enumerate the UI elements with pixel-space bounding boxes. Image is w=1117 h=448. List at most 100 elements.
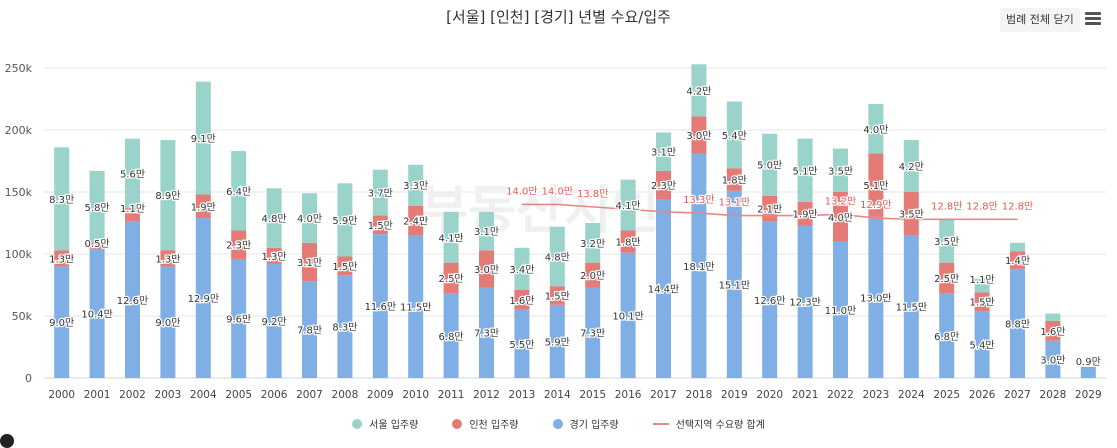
bar-incheon [125,208,140,222]
bar-seoul [89,170,105,243]
x-tick-label: 2026 [969,389,996,401]
bar-incheon [691,116,707,154]
bar-gyeonggi [762,221,778,378]
bar-label-gyeonggi: 0.9만 [1076,356,1101,368]
bar-incheon [620,230,636,253]
bar-label-seoul: 3.1만 [651,147,676,159]
bar-label-gyeonggi: 6.8만 [934,331,959,343]
y-tick-label: 200k [5,124,33,137]
bar-label-seoul: 8.3만 [49,194,74,206]
bar-seoul [408,164,424,206]
bar-label-seoul: 5.8만 [85,202,110,214]
bar-label-gyeonggi: 8.8만 [1005,318,1030,330]
x-tick-label: 2010 [402,389,429,401]
bar-incheon [337,256,353,276]
bar-label-incheon: 1.6만 [1040,326,1065,338]
demand-label: 13.1만 [719,197,750,209]
x-tick-label: 2014 [544,389,571,401]
bar-incheon [302,242,317,282]
bar-label-gyeonggi: 11.5만 [400,302,431,314]
bar-seoul [868,103,884,154]
bar-label-incheon: 3.5만 [899,209,924,221]
bar-label-seoul: 3.5만 [828,165,853,177]
bar-seoul [691,64,707,117]
bar-gyeonggi [408,235,424,378]
bars [54,64,1096,378]
bar-label-incheon: 4.0만 [828,212,853,224]
bar-label-seoul: 3.4만 [509,264,534,276]
bar-seoul [656,132,671,171]
x-tick-label: 2007 [296,389,323,401]
bar-label-incheon: 1.8만 [616,237,641,249]
demand-label: 12.8만 [966,200,997,212]
bar-gyeonggi [443,293,459,378]
bar-gyeonggi [620,252,636,378]
y-tick-label: 0 [25,372,32,385]
bar-label-incheon: 3.1만 [297,257,322,269]
bar-label-incheon: 1.5만 [332,261,357,273]
bar-incheon [797,201,813,226]
hamburger-menu-icon[interactable] [1085,12,1101,26]
bar-label-gyeonggi: 14.4만 [648,284,679,296]
bar-incheon [372,215,388,235]
bar-seoul [762,133,778,196]
bar-gyeonggi [585,287,601,378]
bar-incheon [443,262,459,294]
x-tick-label: 2008 [332,389,359,401]
x-tick-label: 2022 [827,389,854,401]
legend-item-seoul[interactable]: 서울 입주량 [352,416,418,431]
legend-item-gyeonggi[interactable]: 경기 입주량 [552,416,619,431]
bar-label-incheon: 2.4만 [403,216,428,228]
line-marker-icon [652,422,669,425]
bar-label-gyeonggi: 9.0만 [155,317,180,329]
bar-gyeonggi [160,266,176,378]
bar-label-gyeonggi: 12.9만 [188,293,219,305]
legend-toggle-button[interactable]: 범례 전체 닫기 [1000,8,1080,32]
bar-incheon [974,292,990,312]
bar-label-seoul: 6.4만 [226,186,251,198]
bar-label-incheon: 0.5만 [85,238,110,250]
bar-label-gyeonggi: 9.6만 [226,313,251,325]
bar-gyeonggi [833,241,848,378]
bar-label-seoul: 4.2만 [899,161,924,173]
x-tick-label: 2025 [933,389,960,401]
bar-seoul [585,223,601,263]
bar-incheon [656,170,671,200]
watermark-text: 부동산지인 [420,181,659,241]
legend-item-demand[interactable]: 선택지역 수요량 합계 [652,416,765,431]
bar-incheon [585,262,601,288]
x-tick-label: 2015 [579,389,606,401]
bar-label-seoul: 3.1만 [474,226,499,238]
bar-gyeonggi [797,225,813,378]
bar-seoul [726,101,742,169]
bar-seoul [1010,242,1025,252]
bar-seoul [160,139,176,251]
bar-gyeonggi [726,190,742,378]
x-tick-label: 2016 [615,389,642,401]
bar-label-seoul: 1.1만 [970,274,995,286]
bar-incheon [1045,320,1061,341]
bar-label-gyeonggi: 11.5만 [896,302,927,314]
bar-incheon [868,153,884,217]
bar-incheon [479,250,494,288]
bar-gyeonggi [337,275,353,378]
bar-label-seoul: 3.3만 [403,180,428,192]
bar-incheon [160,250,176,267]
bar-label-seoul: 4.0만 [297,213,322,225]
x-tick-label: 2018 [686,389,713,401]
bar-label-gyeonggi: 11.0만 [825,305,856,317]
x-tick-label: 2027 [1004,389,1031,401]
x-tick-label: 2024 [898,389,925,401]
bar-label-gyeonggi: 9.2만 [262,316,287,328]
bar-label-seoul: 4.1만 [616,200,641,212]
bar-label-incheon: 1.6만 [509,295,534,307]
bar-seoul [337,183,353,257]
legend-item-incheon[interactable]: 인천 입주량 [452,416,519,431]
bar-label-seoul: 3.5만 [934,236,959,248]
bar-seoul [797,138,813,202]
demand-line-path [521,203,1018,221]
bar-label-seoul: 4.8만 [262,213,287,225]
bar-incheon [939,262,955,294]
bar-label-incheon: 2.0만 [580,270,605,282]
